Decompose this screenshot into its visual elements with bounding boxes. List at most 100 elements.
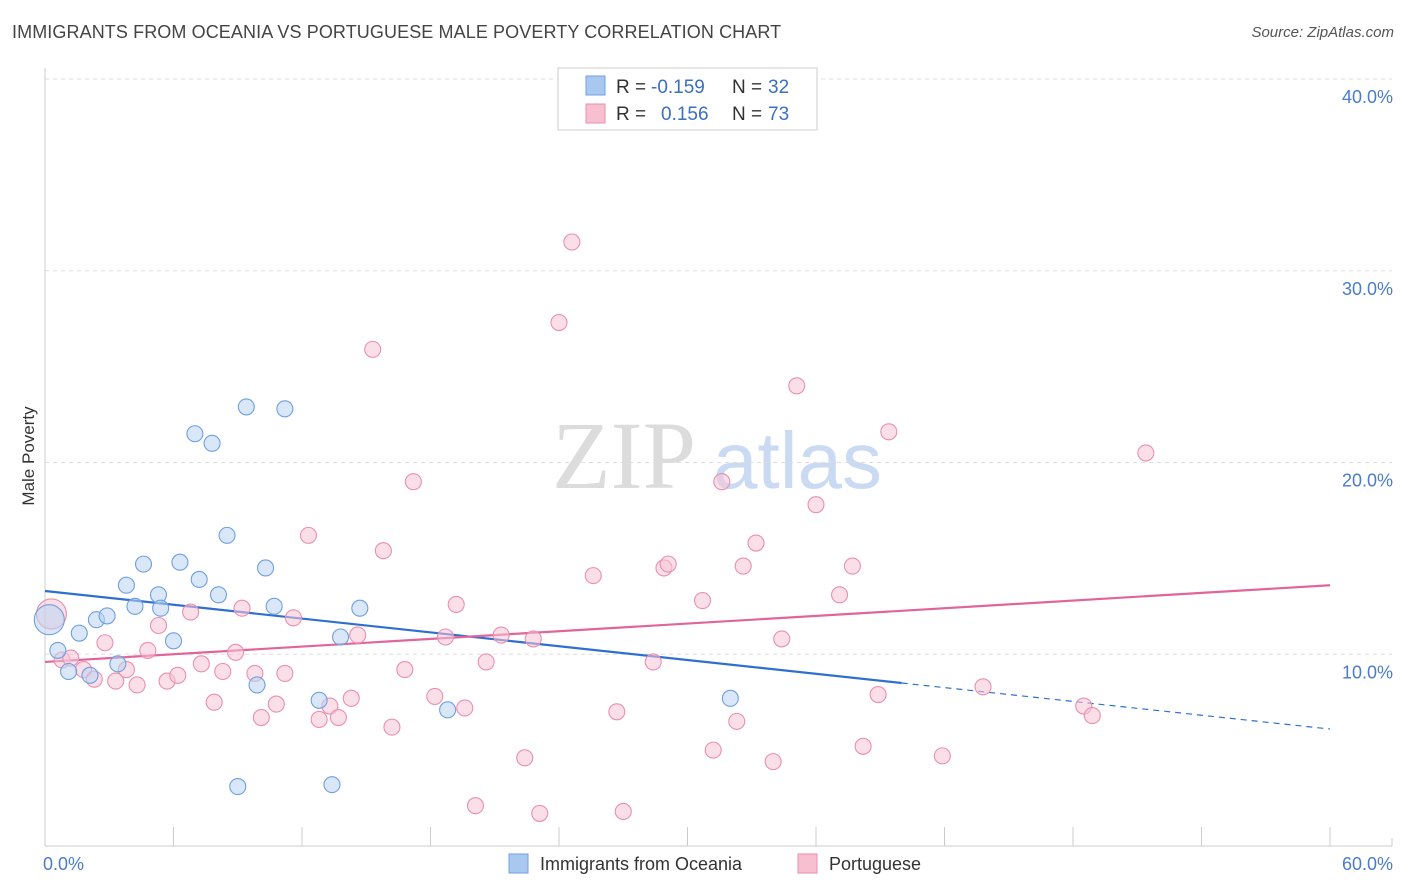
watermark-zip: ZIP bbox=[552, 402, 696, 509]
legend-r-value-portuguese: 0.156 bbox=[661, 104, 709, 125]
data-point-oceania bbox=[721, 689, 739, 707]
data-point-portuguese bbox=[364, 340, 382, 358]
legend-swatch-portuguese bbox=[585, 103, 606, 124]
data-point-oceania bbox=[310, 691, 328, 709]
legend-n-label-oceania: N = bbox=[732, 77, 762, 98]
data-point-portuguese bbox=[267, 695, 285, 713]
legend-r-value-oceania: -0.159 bbox=[651, 77, 705, 98]
data-point-oceania bbox=[190, 570, 208, 589]
data-point-portuguese bbox=[704, 741, 722, 759]
x-tick-labels: 0.0% 60.0% bbox=[43, 854, 1393, 874]
y-axis-label: Male Poverty bbox=[19, 406, 38, 506]
data-point-portuguese bbox=[128, 676, 146, 694]
data-point-portuguese bbox=[608, 703, 626, 721]
data-point-portuguese bbox=[426, 687, 444, 705]
data-point-portuguese bbox=[492, 626, 510, 644]
data-point-oceania bbox=[331, 628, 350, 646]
data-point-oceania bbox=[237, 398, 255, 416]
data-point-oceania bbox=[229, 778, 247, 796]
data-point-portuguese bbox=[747, 534, 765, 552]
data-point-portuguese bbox=[182, 603, 200, 621]
data-point-portuguese bbox=[693, 592, 712, 610]
data-point-portuguese bbox=[349, 626, 367, 644]
data-point-portuguese bbox=[396, 661, 414, 679]
y-tick-label: 40.0% bbox=[1342, 87, 1393, 107]
trend-line-oceania-extension bbox=[901, 682, 1331, 730]
data-point-oceania bbox=[33, 604, 65, 636]
data-point-oceania bbox=[265, 597, 283, 615]
data-point-portuguese bbox=[169, 666, 187, 684]
data-point-portuguese bbox=[869, 685, 887, 704]
data-point-portuguese bbox=[854, 737, 872, 755]
data-point-portuguese bbox=[516, 749, 534, 767]
data-point-oceania bbox=[60, 662, 78, 681]
data-point-oceania bbox=[134, 555, 153, 573]
data-point-portuguese bbox=[550, 313, 568, 332]
data-point-portuguese bbox=[374, 542, 392, 560]
data-point-oceania bbox=[126, 597, 144, 615]
data-point-portuguese bbox=[1083, 707, 1101, 725]
data-point-portuguese bbox=[614, 802, 632, 821]
x-tick-label: 0.0% bbox=[43, 854, 84, 874]
y-tick-label: 30.0% bbox=[1342, 279, 1393, 299]
data-point-portuguese bbox=[299, 526, 317, 544]
bottom-legend-swatch-oceania bbox=[508, 853, 529, 874]
data-point-oceania bbox=[98, 607, 116, 625]
data-point-portuguese bbox=[788, 377, 806, 395]
data-point-portuguese bbox=[524, 630, 542, 648]
data-point-portuguese bbox=[644, 653, 662, 671]
bottom-legend-label-portuguese: Portuguese bbox=[829, 854, 921, 874]
gridlines bbox=[45, 78, 1392, 655]
data-point-portuguese bbox=[214, 662, 232, 681]
data-point-oceania bbox=[323, 776, 341, 794]
data-point-portuguese bbox=[563, 233, 581, 251]
y-tick-label: 20.0% bbox=[1342, 471, 1393, 491]
data-point-portuguese bbox=[96, 634, 114, 652]
data-point-oceania bbox=[109, 655, 127, 673]
legend-swatch-oceania bbox=[585, 75, 606, 96]
data-point-portuguese bbox=[974, 678, 992, 696]
data-point-portuguese bbox=[477, 653, 495, 671]
x-tick-label: 60.0% bbox=[1342, 854, 1393, 874]
data-point-portuguese bbox=[773, 630, 791, 648]
data-point-portuguese bbox=[205, 693, 223, 711]
data-point-portuguese bbox=[456, 699, 474, 717]
data-point-portuguese bbox=[843, 557, 861, 575]
data-point-oceania bbox=[171, 553, 189, 571]
data-point-oceania bbox=[186, 425, 204, 443]
data-point-portuguese bbox=[728, 712, 746, 730]
data-point-oceania bbox=[49, 641, 67, 659]
y-tick-labels: 10.0% 20.0% 30.0% 40.0% bbox=[1342, 87, 1393, 682]
legend-r-label-portuguese: R = bbox=[616, 104, 646, 125]
data-point-portuguese bbox=[933, 747, 951, 765]
bottom-legend-label-oceania: Immigrants from Oceania bbox=[540, 854, 743, 874]
data-point-portuguese bbox=[404, 473, 422, 491]
data-point-portuguese bbox=[1137, 444, 1155, 462]
data-point-oceania bbox=[164, 632, 183, 650]
data-point-portuguese bbox=[383, 718, 401, 736]
legend-n-value-oceania: 32 bbox=[768, 77, 789, 98]
data-point-oceania bbox=[70, 624, 88, 642]
data-point-portuguese bbox=[139, 641, 157, 659]
data-point-oceania bbox=[203, 434, 221, 452]
data-point-oceania bbox=[276, 400, 294, 418]
axes bbox=[44, 68, 1393, 847]
data-point-portuguese bbox=[466, 797, 485, 815]
data-point-portuguese bbox=[107, 672, 125, 690]
data-point-portuguese bbox=[276, 664, 294, 682]
data-point-portuguese bbox=[447, 595, 465, 613]
data-point-portuguese bbox=[227, 643, 245, 661]
data-point-portuguese bbox=[149, 616, 168, 635]
data-point-oceania bbox=[117, 576, 135, 594]
data-point-portuguese bbox=[734, 557, 752, 575]
data-point-portuguese bbox=[807, 496, 825, 514]
trend-line-portuguese bbox=[44, 584, 1331, 664]
bottom-legend-swatch-portuguese bbox=[797, 853, 818, 874]
legend-n-label-portuguese: N = bbox=[732, 104, 762, 125]
data-point-oceania bbox=[248, 676, 266, 694]
data-point-portuguese bbox=[713, 473, 731, 491]
data-point-oceania bbox=[439, 701, 457, 719]
data-point-oceania bbox=[152, 599, 170, 617]
data-point-oceania bbox=[209, 586, 228, 604]
legend-box: R = -0.159 N = 32 R = 0.156 N = 73 bbox=[557, 67, 818, 131]
